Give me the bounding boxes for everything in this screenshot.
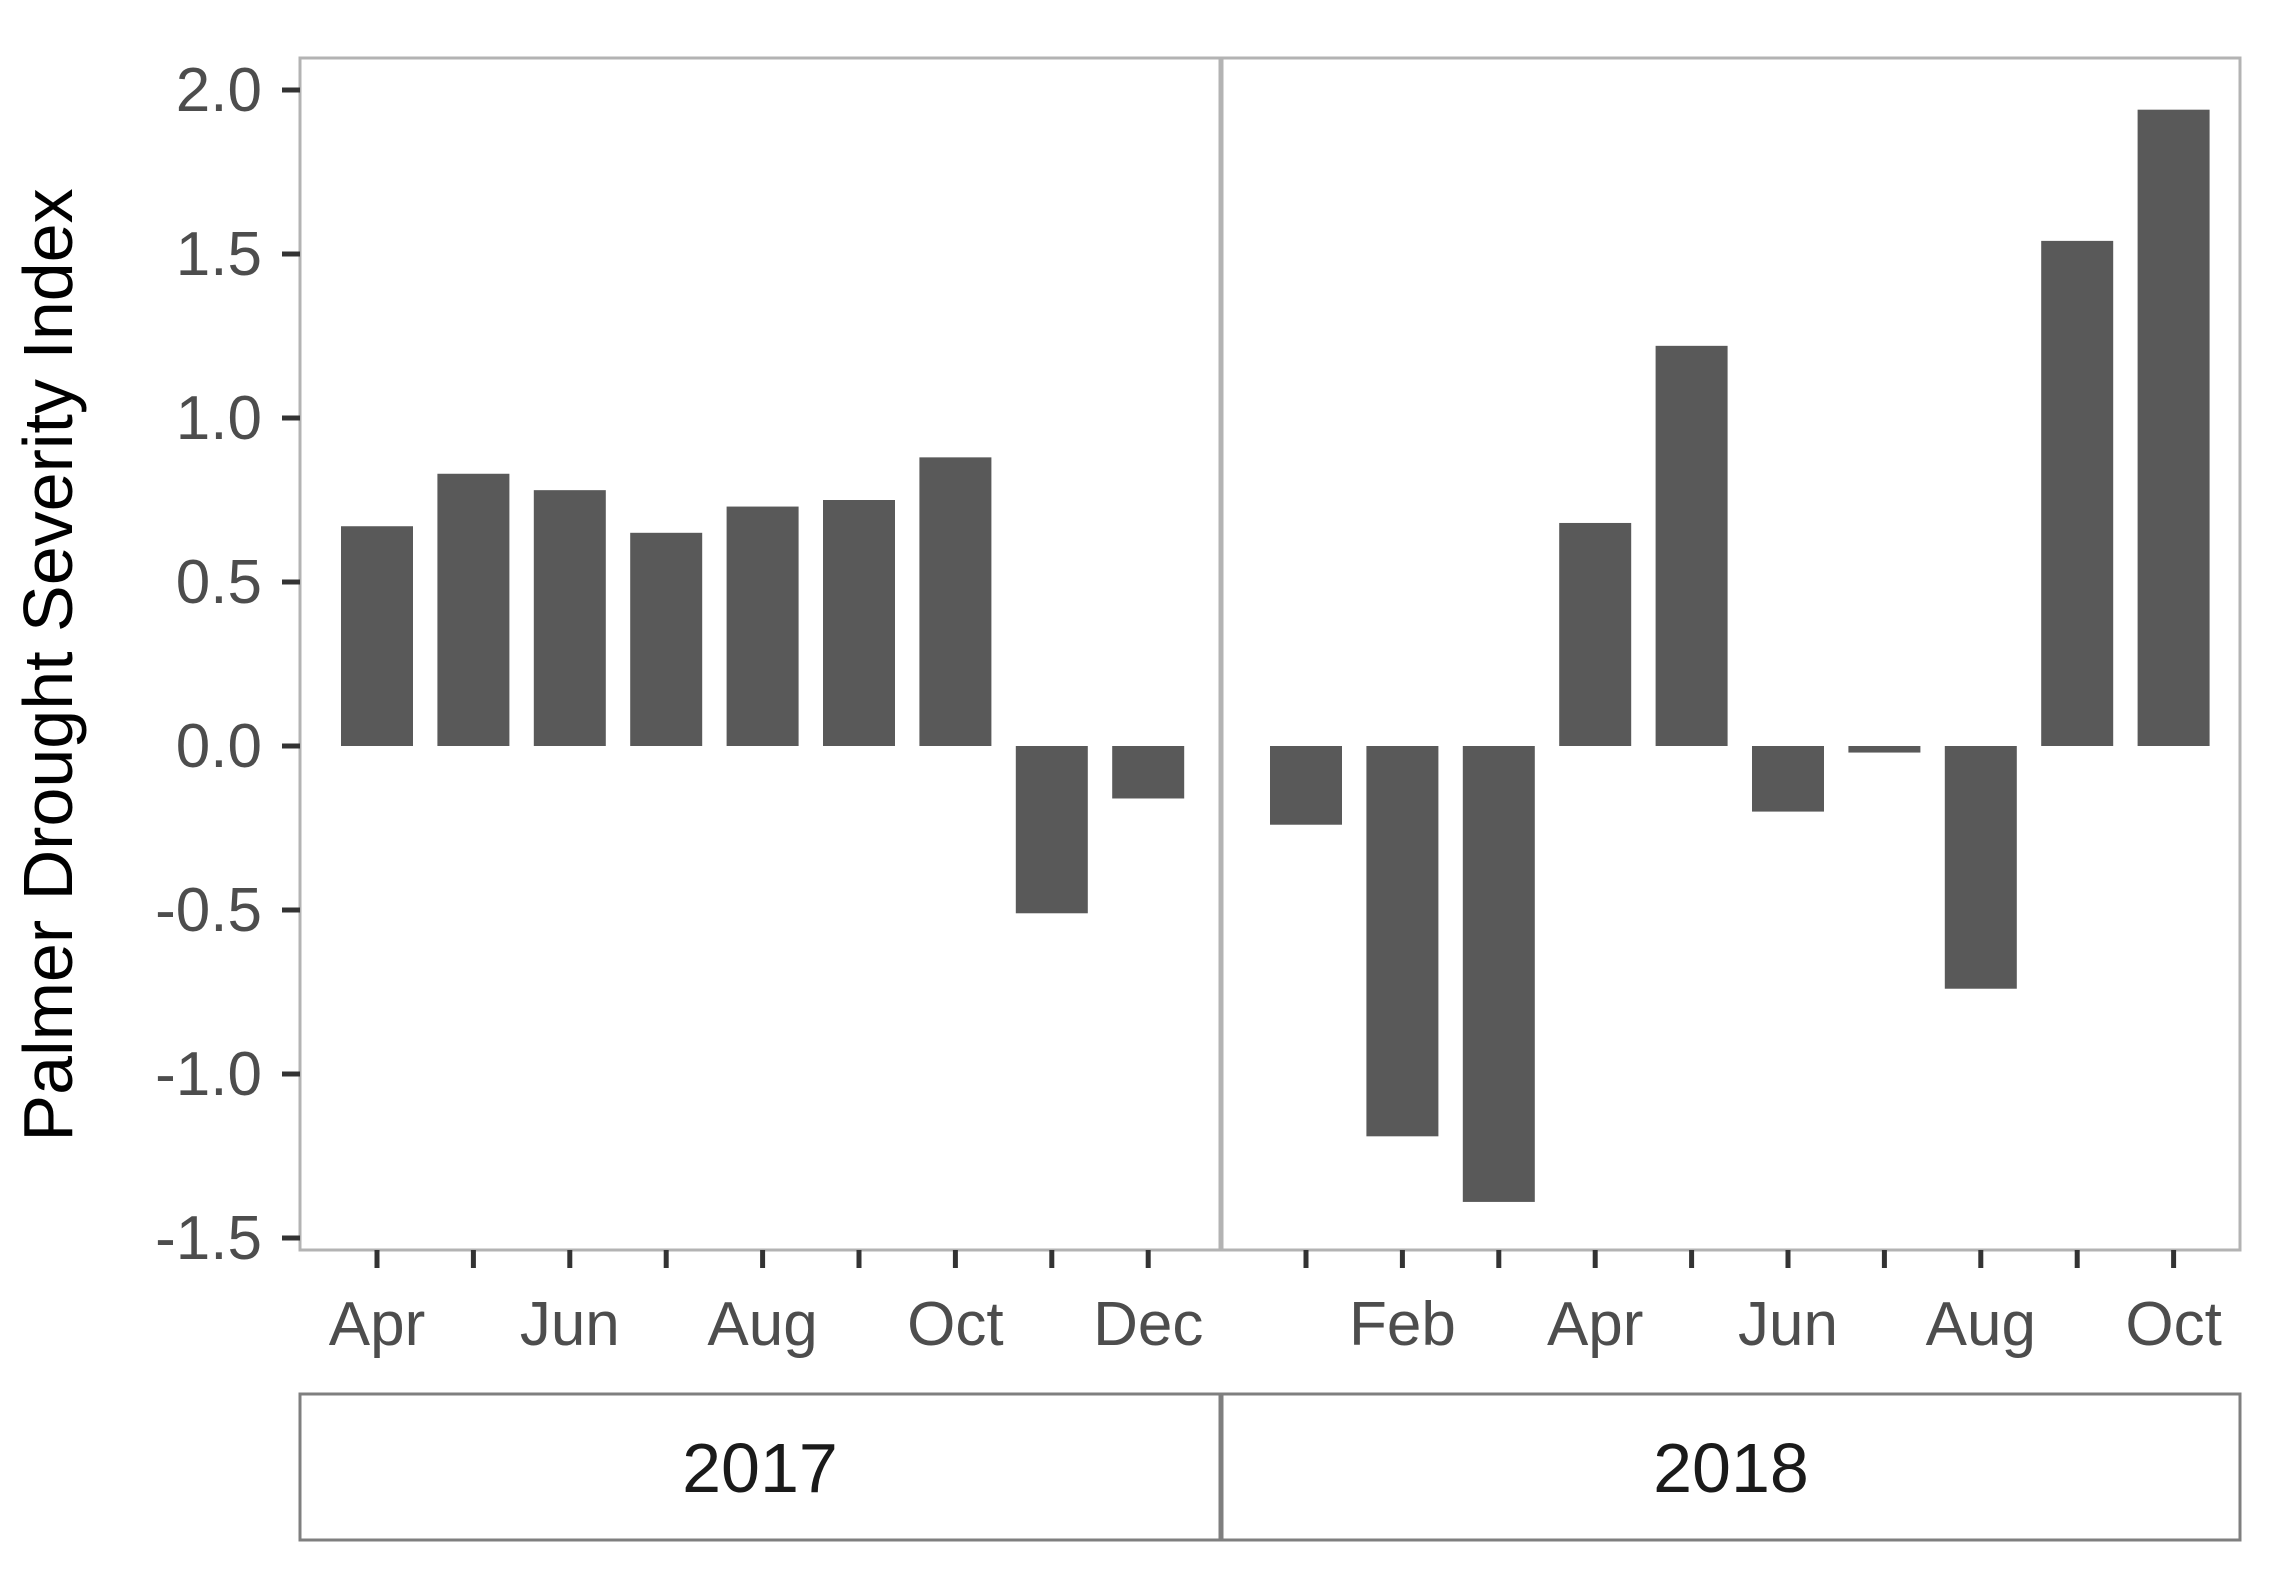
bar <box>1112 746 1185 799</box>
y-axis: -1.5 -1.0 -0.5 0.0 0.5 1.0 1.5 2.0 <box>155 56 300 1273</box>
bar <box>919 457 992 746</box>
bar <box>341 526 413 746</box>
facet-panel-2018: Feb Apr Jun Aug Oct 2018 <box>1220 56 2242 1542</box>
bar <box>1752 746 1824 812</box>
facet-panels: Apr Jun Aug Oct Dec 2017 Feb Apr Jun Aug Oct 2018 <box>298 56 2242 1542</box>
bar <box>1462 746 1535 1202</box>
x-tick-label: Oct <box>2125 1290 2221 1359</box>
x-tick-label: Dec <box>1093 1290 1203 1359</box>
x-tick-label: Jun <box>520 1290 620 1359</box>
y-tick-label: -1.5 <box>155 1204 262 1273</box>
bar <box>1366 746 1439 1137</box>
strip-box <box>1220 1392 2242 1542</box>
x-tick-label: Jun <box>1738 1290 1838 1359</box>
x-tick-label: Oct <box>907 1290 1003 1359</box>
x-tick-label: Feb <box>1349 1290 1456 1359</box>
bar <box>630 532 703 746</box>
x-tick-label: Apr <box>329 1290 425 1359</box>
strip-box <box>298 1392 1222 1542</box>
y-tick-label: -1.0 <box>155 1040 262 1109</box>
facet-panel-2017: Apr Jun Aug Oct Dec 2017 <box>298 56 1222 1542</box>
panel-border <box>1220 56 2242 1252</box>
bar <box>1559 522 1632 746</box>
y-tick-label: 1.5 <box>176 220 262 289</box>
bar <box>2137 109 2210 747</box>
bar <box>2041 240 2114 746</box>
bar <box>533 490 606 746</box>
strip-label: 2018 <box>1653 1429 1809 1507</box>
strip-label: 2017 <box>682 1429 838 1507</box>
y-tick-label: 2.0 <box>176 56 262 125</box>
x-tick-label: Aug <box>707 1290 817 1359</box>
x-tick-label: Aug <box>1926 1290 2036 1359</box>
bar <box>437 473 510 746</box>
y-axis-title: Palmer Drought Severity Index <box>9 188 87 1141</box>
bar <box>1848 746 1921 753</box>
y-tick-label: 0.5 <box>176 548 262 617</box>
bar <box>1015 746 1088 914</box>
y-tick-label: 1.0 <box>176 384 262 453</box>
bar <box>726 506 799 746</box>
y-tick-label: -0.5 <box>155 876 262 945</box>
bar <box>1270 746 1342 825</box>
bar <box>1944 746 2017 989</box>
panel-border <box>298 56 1222 1252</box>
y-tick-label: 0.0 <box>176 712 262 781</box>
bar <box>1655 345 1728 746</box>
x-tick-label: Apr <box>1547 1290 1643 1359</box>
bar <box>823 500 895 746</box>
